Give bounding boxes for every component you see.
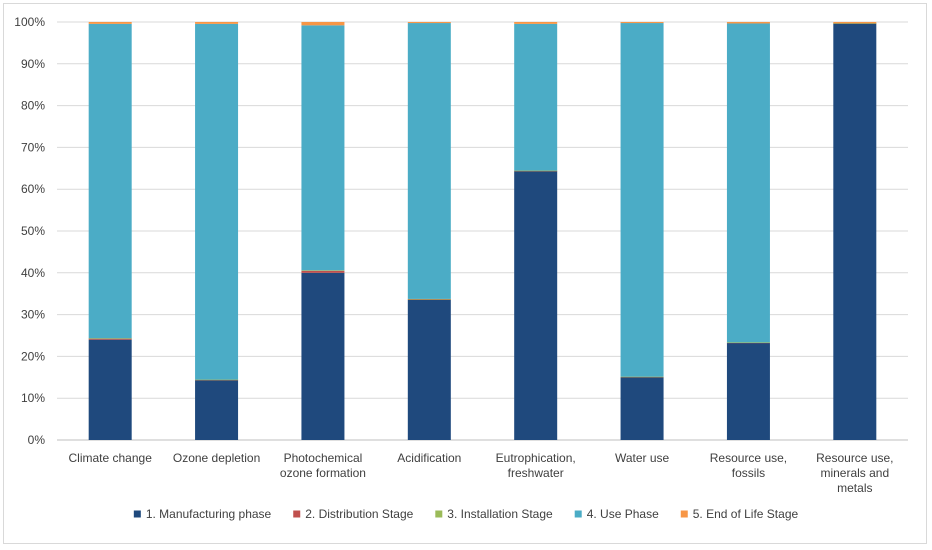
bar-segment bbox=[726, 23, 770, 343]
x-category-label: Resource use, fossils bbox=[710, 451, 787, 480]
x-category-label: Eutrophication, freshwater bbox=[496, 451, 576, 480]
bar-segment bbox=[726, 343, 770, 440]
bar-segment bbox=[195, 22, 239, 24]
legend-item: 2. Distribution Stage bbox=[293, 507, 414, 521]
x-category-label: Water use bbox=[615, 451, 670, 465]
bar-segment bbox=[833, 23, 877, 24]
y-tick-label: 90% bbox=[21, 57, 45, 71]
bar-segment bbox=[301, 22, 345, 26]
bar-segment bbox=[301, 25, 345, 271]
y-tick-label: 50% bbox=[21, 224, 45, 238]
chart-frame: 0% 10% 20% 30% 40% 50% 60% 70% 80% 90% 100% Climat… bbox=[3, 3, 927, 544]
bar-segment bbox=[407, 299, 451, 440]
bar-segment bbox=[195, 379, 239, 381]
legend-item: 1. Manufacturing phase bbox=[133, 507, 272, 521]
legend-swatch bbox=[293, 510, 301, 518]
bar-segment bbox=[88, 338, 132, 340]
bar-stack bbox=[833, 22, 877, 441]
bar-segment bbox=[88, 338, 132, 339]
bar-segment bbox=[514, 22, 558, 24]
bar-segment bbox=[301, 270, 345, 273]
y-tick-label: 30% bbox=[21, 308, 45, 322]
legend: 1. Manufacturing phase 2. Distribution St… bbox=[133, 507, 799, 521]
x-category-label: Ozone depletion bbox=[173, 451, 260, 465]
bar-segment bbox=[833, 23, 877, 441]
legend-swatch bbox=[435, 510, 443, 518]
bars bbox=[88, 22, 877, 441]
bar-segment bbox=[407, 298, 451, 300]
legend-label: 3. Installation Stage bbox=[447, 507, 553, 521]
x-category-label: Resource use, minerals and metals bbox=[816, 451, 893, 495]
bar-segment bbox=[833, 22, 877, 24]
legend-label: 2. Distribution Stage bbox=[305, 507, 413, 521]
x-category-label: Photochemical ozone formation bbox=[280, 451, 366, 480]
bar-segment bbox=[514, 170, 558, 172]
x-category-label: Acidification bbox=[397, 451, 461, 465]
y-tick-label: 40% bbox=[21, 266, 45, 280]
bar-segment bbox=[407, 23, 451, 299]
y-axis: 0% 10% 20% 30% 40% 50% 60% 70% 80% 90% 100% bbox=[14, 15, 45, 447]
legend-item: 4. Use Phase bbox=[574, 507, 659, 521]
legend-label: 1. Manufacturing phase bbox=[146, 507, 272, 521]
legend-label: 5. End of Life Stage bbox=[693, 507, 799, 521]
bar-segment bbox=[407, 22, 451, 24]
legend-swatch bbox=[133, 510, 141, 518]
bar-segment bbox=[301, 272, 345, 440]
bar-segment bbox=[88, 339, 132, 440]
bar-segment bbox=[301, 270, 345, 271]
bar-segment bbox=[726, 342, 770, 343]
legend-item: 3. Installation Stage bbox=[435, 507, 553, 521]
legend-swatch bbox=[574, 510, 582, 518]
bar-segment bbox=[88, 22, 132, 24]
y-tick-label: 20% bbox=[21, 349, 45, 363]
bar-stack bbox=[726, 22, 770, 440]
bar-segment bbox=[620, 377, 664, 440]
bar-stack bbox=[301, 22, 345, 440]
bar-segment bbox=[514, 171, 558, 440]
bar-segment bbox=[88, 23, 132, 339]
x-category-label: Climate change bbox=[68, 451, 152, 465]
y-tick-label: 80% bbox=[21, 99, 45, 113]
bar-segment bbox=[620, 376, 664, 378]
legend-label: 4. Use Phase bbox=[587, 507, 659, 521]
bar-segment bbox=[514, 23, 558, 171]
stacked-bar-chart: 0% 10% 20% 30% 40% 50% 60% 70% 80% 90% 100% Climat… bbox=[14, 15, 908, 521]
y-tick-label: 10% bbox=[21, 391, 45, 405]
bar-segment bbox=[620, 23, 664, 377]
bar-segment bbox=[195, 380, 239, 440]
y-tick-label: 70% bbox=[21, 140, 45, 154]
y-tick-label: 60% bbox=[21, 182, 45, 196]
y-tick-label: 100% bbox=[14, 15, 45, 29]
gridlines bbox=[57, 21, 908, 441]
bar-stack bbox=[88, 22, 132, 440]
bar-stack bbox=[195, 22, 239, 440]
bar-stack bbox=[407, 22, 451, 440]
bar-segment bbox=[407, 299, 451, 300]
y-tick-label: 0% bbox=[28, 433, 46, 447]
bar-segment bbox=[195, 23, 239, 380]
bar-stack bbox=[514, 22, 558, 440]
bar-stack bbox=[620, 22, 664, 440]
x-axis: Climate change Ozone depletion Photochemic… bbox=[68, 451, 893, 495]
bar-segment bbox=[726, 22, 770, 24]
legend-item: 5. End of Life Stage bbox=[680, 507, 799, 521]
bar-segment bbox=[620, 22, 664, 24]
legend-swatch bbox=[680, 510, 688, 518]
